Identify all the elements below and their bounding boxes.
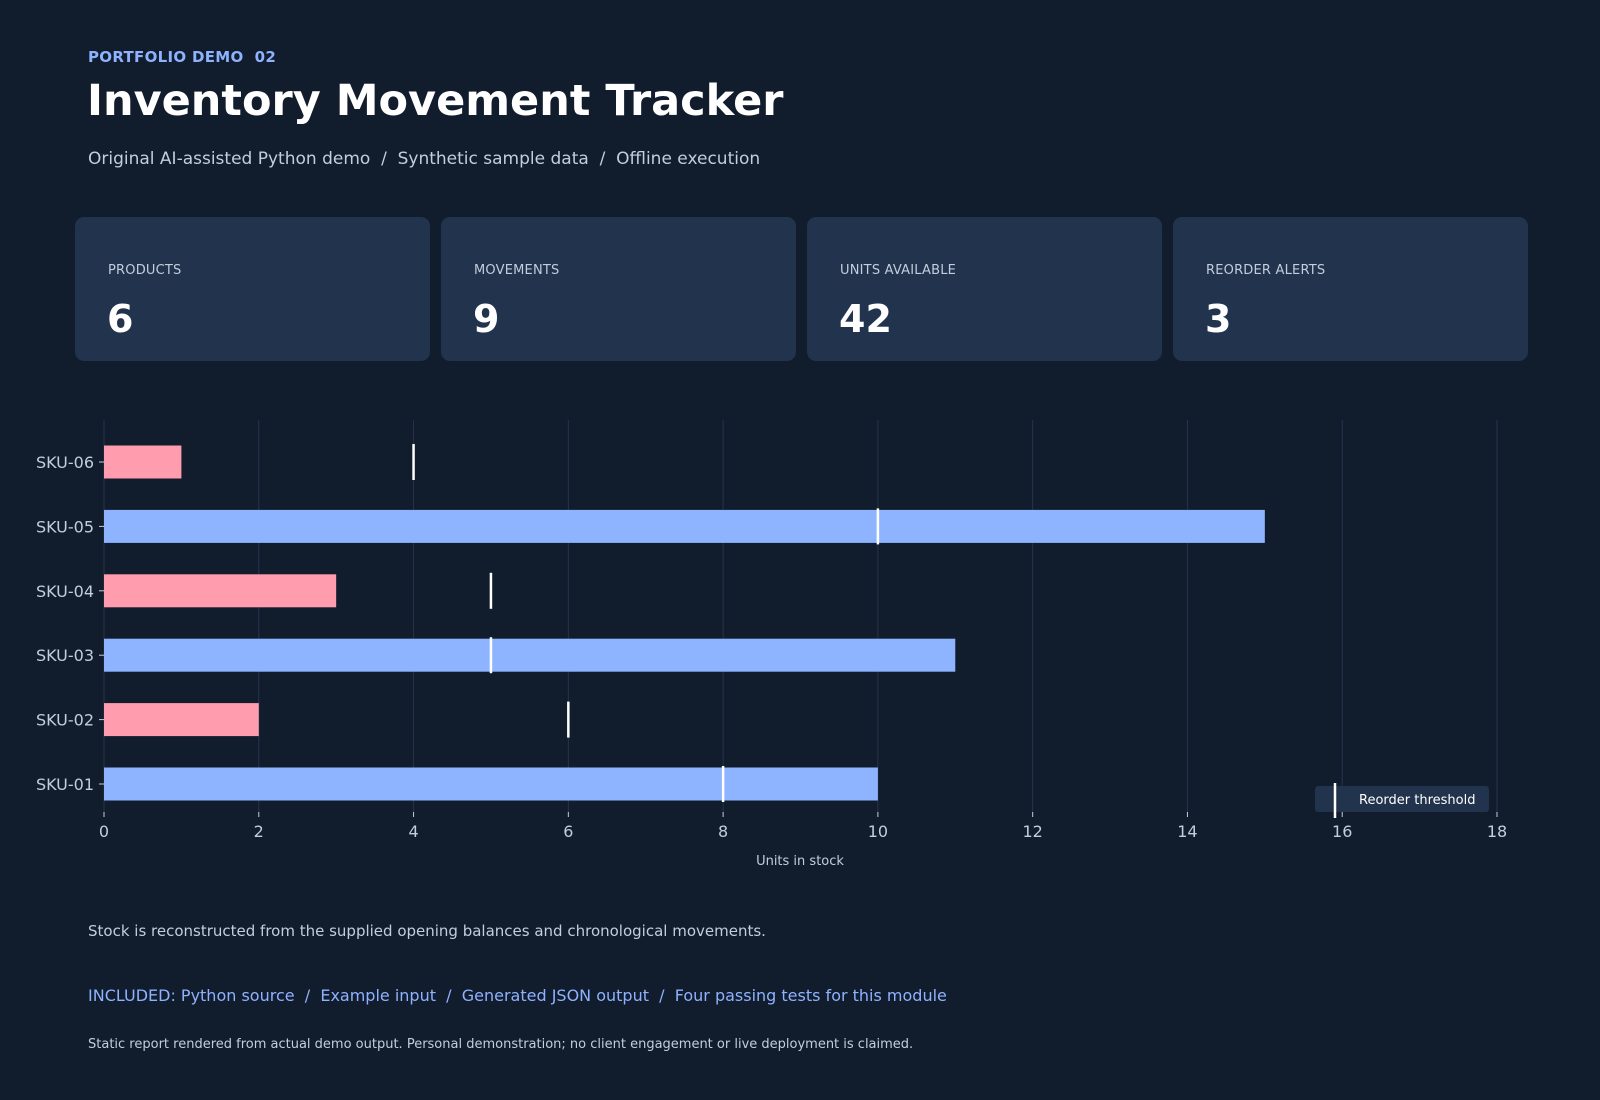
chart-note: Stock is reconstructed from the supplied…: [88, 922, 766, 940]
x-tick-label: 16: [1332, 822, 1352, 841]
kpi-card-movements: MOVEMENTS 9: [441, 217, 796, 361]
x-axis-label: Units in stock: [756, 854, 844, 869]
y-tick-label: SKU-01: [36, 775, 94, 794]
included-list: INCLUDED: Python source / Example input …: [88, 986, 947, 1005]
x-tick-label: 8: [718, 822, 728, 841]
stock-bar-chart: SKU-06 SKU-05 SKU-04 SKU-03 SKU-02 SKU-01 0 2 4…: [36, 420, 1507, 869]
kpi-label: REORDER ALERTS: [1206, 263, 1326, 278]
kpi-label: PRODUCTS: [108, 263, 182, 278]
legend-label: Reorder threshold: [1359, 793, 1475, 808]
kpi-value: 3: [1205, 297, 1232, 341]
x-tick-label: 2: [254, 822, 264, 841]
disclaimer: Static report rendered from actual demo …: [88, 1037, 914, 1052]
kpi-card-units-available: UNITS AVAILABLE 42: [807, 217, 1162, 361]
kpi-value: 42: [839, 297, 892, 341]
bar-sku-03: [104, 638, 956, 672]
kpi-value: 9: [473, 297, 500, 341]
bar-sku-06: [104, 445, 182, 479]
y-tick-label: SKU-03: [36, 646, 94, 665]
y-tick-label: SKU-05: [36, 517, 94, 536]
kpi-card-products: PRODUCTS 6: [75, 217, 430, 361]
y-tick-label: SKU-06: [36, 453, 94, 472]
bar-sku-02: [104, 703, 259, 737]
kpi-card-reorder-alerts: REORDER ALERTS 3: [1173, 217, 1528, 361]
x-tick-label: 14: [1177, 822, 1197, 841]
y-tick-label: SKU-04: [36, 582, 94, 601]
chart-x-tick-labels: 0 2 4 6 8 10 12 14 16 18: [99, 822, 1507, 841]
page-subtitle: Original AI-assisted Python demo / Synth…: [88, 149, 761, 169]
kpi-label: UNITS AVAILABLE: [840, 263, 957, 278]
chart-threshold-markers: [412, 444, 880, 802]
kpi-cards: PRODUCTS 6 MOVEMENTS 9 UNITS AVAILABLE 4…: [75, 217, 1530, 361]
bar-sku-01: [104, 767, 878, 801]
chart-bars: [104, 445, 1265, 801]
x-tick-label: 12: [1022, 822, 1042, 841]
chart-y-tick-labels: SKU-06 SKU-05 SKU-04 SKU-03 SKU-02 SKU-01: [36, 453, 104, 794]
x-tick-label: 4: [408, 822, 418, 841]
page-title: Inventory Movement Tracker: [87, 76, 784, 126]
y-tick-label: SKU-02: [36, 711, 94, 730]
chart-grid: [103, 420, 1498, 817]
bar-sku-04: [104, 574, 337, 608]
bar-sku-05: [104, 509, 1265, 543]
x-tick-label: 18: [1487, 822, 1507, 841]
chart-legend: Reorder threshold: [1315, 783, 1489, 818]
x-tick-label: 10: [868, 822, 888, 841]
x-tick-label: 0: [99, 822, 109, 841]
kpi-value: 6: [107, 297, 134, 341]
legend-background: [1315, 786, 1489, 812]
kpi-label: MOVEMENTS: [474, 263, 560, 278]
eyebrow-label: PORTFOLIO DEMO 02: [88, 48, 277, 66]
x-tick-label: 6: [563, 822, 573, 841]
